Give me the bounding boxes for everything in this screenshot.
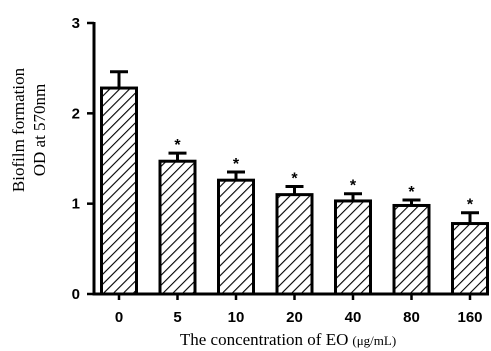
x-tick-label-20: 20 bbox=[286, 309, 303, 326]
x-tick-label-0: 0 bbox=[115, 309, 123, 326]
bar-5 bbox=[158, 159, 197, 296]
significance-marker-40: * bbox=[350, 178, 357, 195]
significance-marker-160: * bbox=[467, 197, 474, 214]
x-tick-label-10: 10 bbox=[228, 309, 245, 326]
bar-10 bbox=[217, 178, 255, 296]
x-tick-label-160: 160 bbox=[457, 309, 482, 326]
y-axis-title: Biofilm formation OD at 570nm bbox=[9, 67, 49, 192]
x-axis-title-main: The concentration of EO bbox=[180, 330, 349, 349]
bar-80 bbox=[392, 203, 431, 296]
significance-marker-10: * bbox=[233, 156, 240, 173]
y-axis-title-line1: Biofilm formation bbox=[9, 67, 28, 192]
bar-20 bbox=[275, 193, 314, 296]
significance-marker-5: * bbox=[174, 137, 181, 154]
x-axis-title-unit: (μg/mL) bbox=[352, 333, 396, 348]
bar-40 bbox=[334, 199, 372, 296]
bar-0 bbox=[100, 86, 138, 296]
y-tick-label-2: 2 bbox=[72, 105, 80, 122]
y-axis-title-line2: OD at 570nm bbox=[30, 84, 49, 177]
x-tick-label-40: 40 bbox=[345, 309, 362, 326]
y-tick-label-0: 0 bbox=[72, 286, 80, 303]
y-tick-label-1: 1 bbox=[72, 196, 80, 213]
significance-marker-80: * bbox=[408, 184, 415, 201]
x-tick-label-5: 5 bbox=[173, 309, 181, 326]
y-tick-label-3: 3 bbox=[72, 15, 80, 32]
bar-160 bbox=[451, 222, 489, 296]
x-axis-title: The concentration of EO (μg/mL) bbox=[180, 330, 396, 349]
significance-marker-20: * bbox=[291, 171, 298, 188]
x-tick-label-80: 80 bbox=[403, 309, 420, 326]
